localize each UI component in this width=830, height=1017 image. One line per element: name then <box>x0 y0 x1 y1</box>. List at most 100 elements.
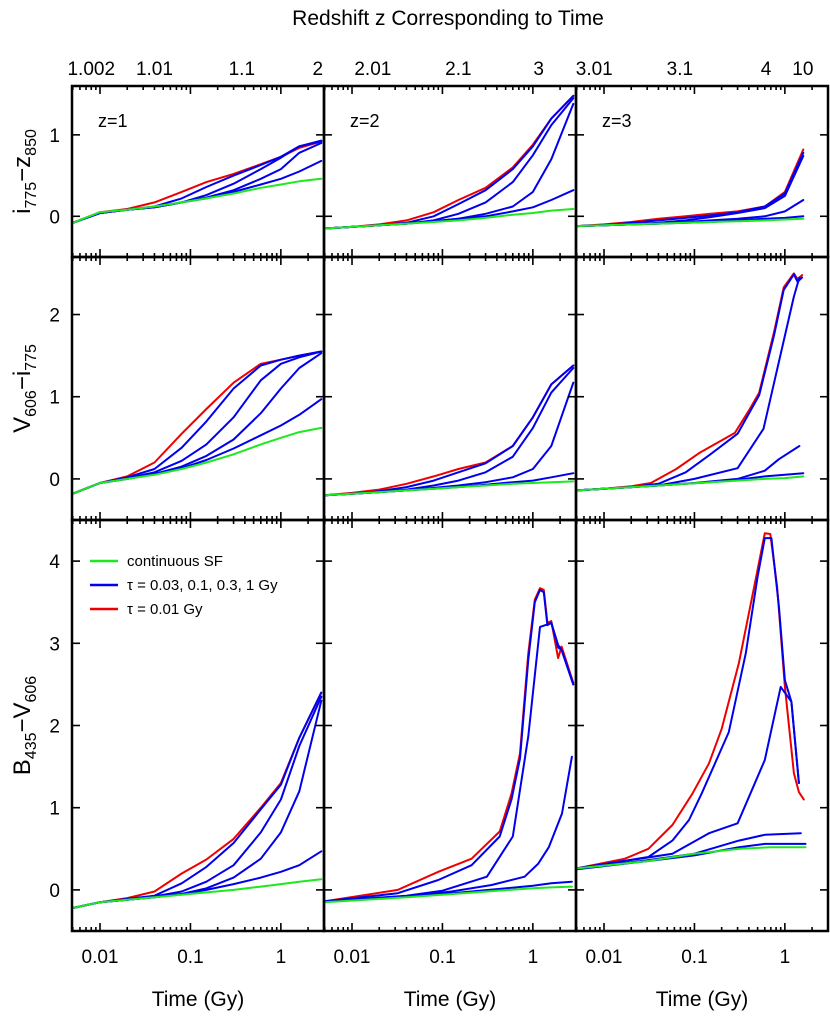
top-redshift-tick-label: 2.01 <box>354 59 391 80</box>
panel-1-0-curves <box>72 350 323 495</box>
top-redshift-tick-label: 2.1 <box>445 59 471 80</box>
tau-0.01-line <box>576 532 805 870</box>
redshift-panel-label: z=1 <box>98 111 128 131</box>
x-tick-label: 0.1 <box>177 947 203 968</box>
x-axis-label: Time (Gy) <box>656 988 749 1011</box>
x-axis-label: Time (Gy) <box>152 988 245 1011</box>
x-tick-label: 0.1 <box>681 947 707 968</box>
y-tick-label: 0 <box>49 470 60 491</box>
top-redshift-tick-label: 1.01 <box>136 59 173 80</box>
continuous-sf-line <box>324 480 575 497</box>
y-axis-label-text: B <box>9 759 36 775</box>
legend-label: continuous SF <box>127 553 223 570</box>
x-tick-label: 1 <box>276 947 287 968</box>
legend: continuous SF τ = 0.03, 0.1, 0.3, 1 Gy τ =… <box>90 553 278 618</box>
tau-0.03-line <box>324 364 575 497</box>
y-axis-label: V606−i775 <box>9 344 40 433</box>
tau-1-line <box>72 850 323 909</box>
y-axis-label: B435−V606 <box>9 676 40 776</box>
top-redshift-tick-label: 3 <box>533 59 544 80</box>
tau-0.01-line <box>576 272 804 492</box>
tau-0.03-line <box>576 273 804 492</box>
x-tick-label: 0.1 <box>429 947 455 968</box>
y-axis-label-text: −V <box>9 702 36 732</box>
top-redshift-tick-label: 3.01 <box>576 59 613 80</box>
panel-frame <box>574 255 830 522</box>
tau-0.3-line <box>72 699 323 909</box>
y-axis-label-text: V <box>9 417 36 433</box>
y-tick-label: 2 <box>49 717 60 738</box>
panel-2-2-curves <box>576 532 807 871</box>
continuous-sf-line <box>576 475 805 492</box>
panel-frame <box>322 518 578 933</box>
panel-1-2-curves <box>576 272 805 492</box>
y-axis-label: i775−z850 <box>9 129 40 214</box>
panel-2-1-curves <box>324 587 575 904</box>
y-axis-label-subscript: 775 <box>23 344 40 371</box>
tau-0.1-line <box>324 621 575 903</box>
y-axis-label-text: i <box>9 209 36 214</box>
continuous-sf-line <box>576 846 807 870</box>
top-redshift-tick-label: 3.1 <box>667 59 693 80</box>
tau-0.3-line <box>324 755 573 903</box>
tau-0.01-line <box>72 691 323 909</box>
tau-0.1-line <box>576 276 801 492</box>
y-axis-label-subscript: 850 <box>23 129 40 156</box>
top-redshift-tick-label: 2 <box>312 59 323 80</box>
panel-1-1-curves <box>324 364 575 497</box>
redshift-panel-label: z=3 <box>602 111 632 131</box>
y-tick-label: 0 <box>49 881 60 902</box>
x-tick-label: 0.01 <box>82 947 119 968</box>
x-tick-label: 0.01 <box>334 947 371 968</box>
y-tick-label: 1 <box>49 126 60 147</box>
panel-0-1-curves <box>324 94 575 230</box>
tau-0.3-line <box>324 381 575 497</box>
continuous-sf-line <box>72 177 323 224</box>
legend-entry: continuous SF <box>90 553 223 570</box>
y-axis-label-subscript: 606 <box>23 676 40 703</box>
tau-0.1-line <box>72 695 323 909</box>
y-axis-label-subscript: 435 <box>23 732 40 759</box>
legend-label: τ = 0.03, 0.1, 0.3, 1 Gy <box>127 577 278 594</box>
continuous-sf-line <box>324 885 573 904</box>
legend-entry: τ = 0.03, 0.1, 0.3, 1 Gy <box>90 577 278 594</box>
tau-1-line <box>72 398 323 495</box>
continuous-sf-line <box>72 878 323 909</box>
x-tick-label: 1 <box>780 947 791 968</box>
tau-0.01-line <box>324 587 575 903</box>
panel-2-0-curves <box>72 691 323 909</box>
redshift-panel-label: z=2 <box>350 111 380 131</box>
top-redshift-tick-label: 1.002 <box>67 59 115 80</box>
top-redshift-tick-label: 1.1 <box>229 59 255 80</box>
y-tick-label: 4 <box>49 552 60 573</box>
panel-0-2-curves <box>576 148 805 228</box>
tau-0.03-line <box>576 537 800 870</box>
y-axis-label-subscript: 606 <box>23 390 40 417</box>
legend-entry: τ = 0.01 Gy <box>90 601 203 618</box>
continuous-sf-line <box>72 426 323 495</box>
y-tick-label: 1 <box>49 388 60 409</box>
top-redshift-tick-label: 4 <box>761 59 772 80</box>
y-tick-label: 3 <box>49 634 60 655</box>
y-tick-label: 1 <box>49 799 60 820</box>
y-tick-label: 0 <box>49 207 60 228</box>
continuous-sf-line <box>324 208 575 230</box>
tau-0.03-line <box>72 691 323 909</box>
x-tick-label: 0.01 <box>586 947 623 968</box>
tau-0.1-line <box>576 685 800 870</box>
tau-0.03-line <box>324 588 575 903</box>
x-axis-label: Time (Gy) <box>404 988 497 1011</box>
y-axis-label-text: −i <box>9 371 36 390</box>
legend-label: τ = 0.01 Gy <box>127 601 203 618</box>
panel-frame <box>574 518 830 933</box>
continuous-sf-line <box>576 217 805 228</box>
y-tick-label: 2 <box>49 306 60 327</box>
panel-0-0-curves <box>72 139 323 224</box>
top-axis-title: Redshift z Corresponding to Time <box>292 7 604 30</box>
x-tick-label: 1 <box>528 947 539 968</box>
y-axis-label-text: −z <box>9 156 36 182</box>
y-axis-label-subscript: 775 <box>23 182 40 209</box>
top-redshift-tick-label: 10 <box>792 59 813 80</box>
